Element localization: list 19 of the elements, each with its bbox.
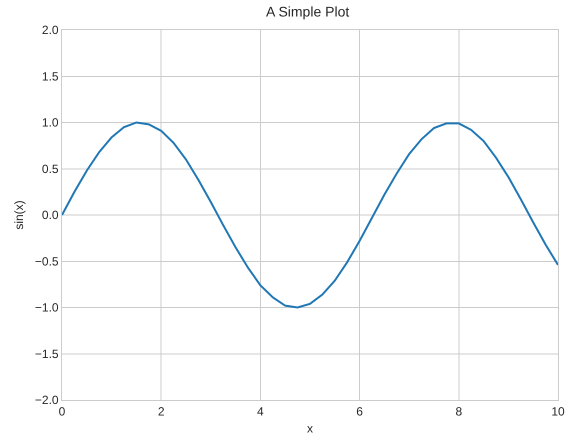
x-tick-label: 10 — [551, 404, 565, 418]
y-tick-label: −0.5 — [34, 254, 59, 268]
y-tick-label: −1.5 — [34, 346, 59, 361]
y-tick-label: 0.0 — [42, 208, 59, 222]
x-tick-label: 8 — [455, 404, 462, 418]
y-tick-label: 2.0 — [42, 23, 59, 38]
y-axis-title: sin(x) — [12, 200, 26, 230]
y-tick-label: −2.0 — [34, 393, 59, 408]
x-tick-label: 4 — [257, 404, 264, 418]
y-tick-label: 1.5 — [42, 69, 59, 84]
x-tick-label: 6 — [356, 404, 364, 418]
y-tick-label: 1.0 — [42, 116, 59, 130]
y-tick-label: −1.0 — [34, 300, 59, 315]
line-series — [62, 122, 558, 308]
x-tick-label: 0 — [58, 404, 66, 418]
x-tick-label: 2 — [158, 404, 165, 418]
x-axis-title: x — [307, 421, 313, 436]
chart-title: A Simple Plot — [266, 4, 350, 20]
y-tick-label: 0.5 — [42, 162, 59, 176]
